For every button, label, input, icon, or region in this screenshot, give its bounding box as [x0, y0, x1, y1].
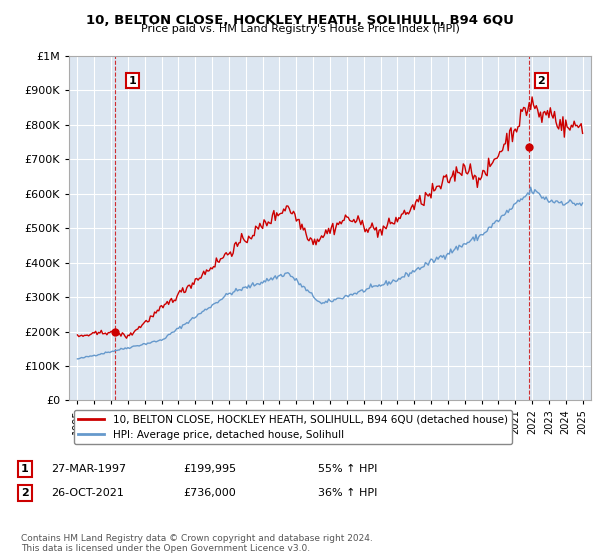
- Text: 36% ↑ HPI: 36% ↑ HPI: [318, 488, 377, 498]
- Text: 1: 1: [21, 464, 29, 474]
- Text: 10, BELTON CLOSE, HOCKLEY HEATH, SOLIHULL, B94 6QU: 10, BELTON CLOSE, HOCKLEY HEATH, SOLIHUL…: [86, 14, 514, 27]
- Text: 2: 2: [21, 488, 29, 498]
- Text: 1: 1: [128, 76, 136, 86]
- Text: 26-OCT-2021: 26-OCT-2021: [51, 488, 124, 498]
- Text: Price paid vs. HM Land Registry's House Price Index (HPI): Price paid vs. HM Land Registry's House …: [140, 24, 460, 34]
- Text: 55% ↑ HPI: 55% ↑ HPI: [318, 464, 377, 474]
- Legend: 10, BELTON CLOSE, HOCKLEY HEATH, SOLIHULL, B94 6QU (detached house), HPI: Averag: 10, BELTON CLOSE, HOCKLEY HEATH, SOLIHUL…: [74, 410, 512, 444]
- Text: 27-MAR-1997: 27-MAR-1997: [51, 464, 126, 474]
- Text: 2: 2: [538, 76, 545, 86]
- Text: £199,995: £199,995: [183, 464, 236, 474]
- Text: £736,000: £736,000: [183, 488, 236, 498]
- Text: Contains HM Land Registry data © Crown copyright and database right 2024.
This d: Contains HM Land Registry data © Crown c…: [21, 534, 373, 553]
